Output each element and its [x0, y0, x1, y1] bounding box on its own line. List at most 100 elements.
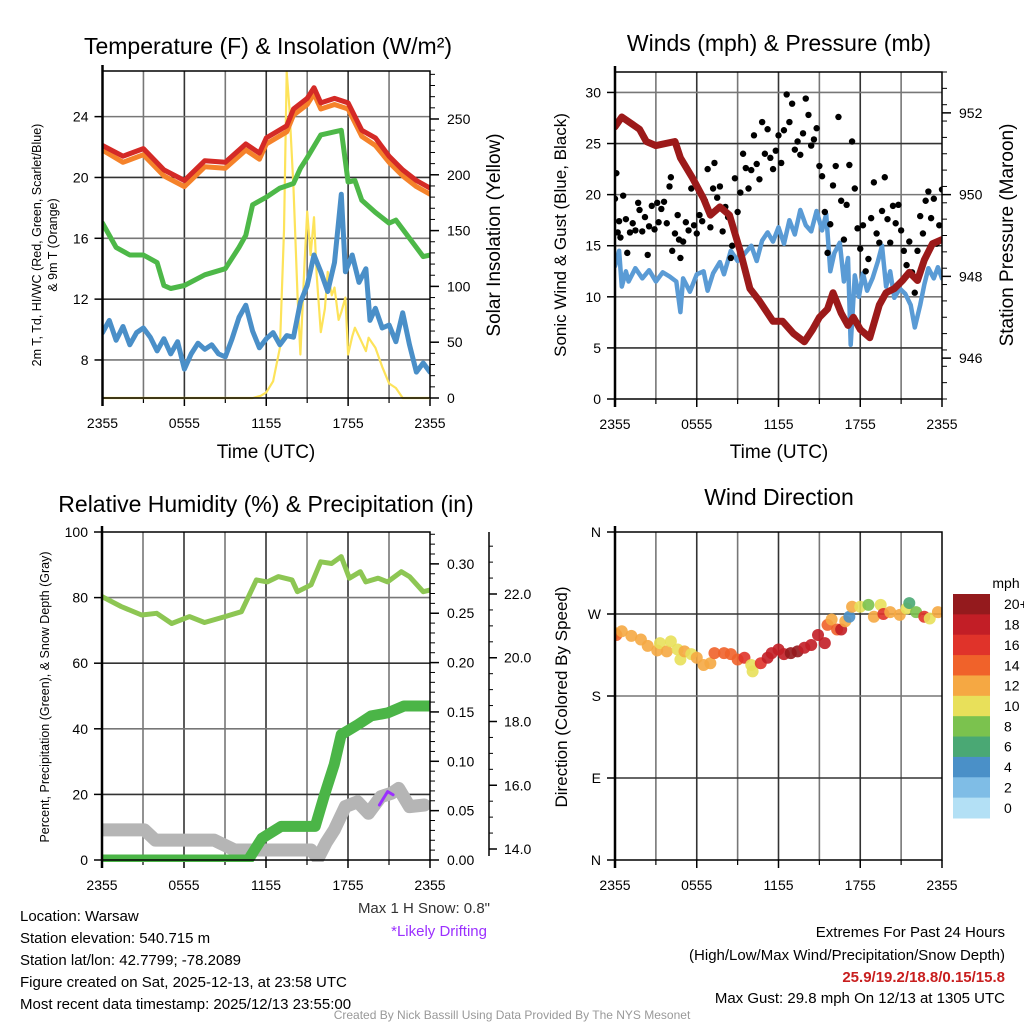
gust-point	[617, 234, 624, 241]
solar-insolation-line	[102, 70, 430, 400]
direction-point	[843, 610, 856, 623]
direction-point	[625, 629, 638, 642]
y2-tick-label: 50	[447, 334, 463, 350]
gust-point	[693, 230, 700, 237]
plot-area	[615, 91, 942, 348]
gust-point	[660, 198, 668, 205]
gust-point	[835, 113, 842, 121]
gust-point	[862, 268, 869, 275]
gust-point	[837, 197, 845, 204]
likely-drifting-annotation: *Likely Drifting	[391, 923, 487, 940]
gust-point	[728, 242, 736, 249]
2m-t-line	[102, 85, 430, 191]
colorbar-label: 12	[1004, 678, 1020, 694]
hi-wc-line	[102, 191, 430, 375]
direction-point	[746, 665, 759, 678]
gust-point	[805, 111, 812, 119]
gust-point	[758, 118, 766, 126]
extremes-title: Extremes For Past 24 Hours	[816, 924, 1005, 941]
x-tick-label: 0555	[681, 416, 712, 432]
gust-point	[870, 179, 878, 186]
gust-point	[778, 159, 785, 167]
gust-point	[622, 215, 630, 223]
gust-point	[651, 226, 658, 233]
gust-point	[818, 173, 826, 180]
y-tick-label: 10	[585, 289, 601, 305]
x-tick-label: 1755	[845, 877, 876, 893]
footer-location: Location: Warsaw	[20, 908, 139, 925]
gust-point	[629, 220, 636, 227]
y2-tick-label: 0.25	[447, 605, 474, 621]
y-tick-label: 8	[81, 352, 89, 368]
y2-tick-label: 946	[959, 350, 983, 366]
y-tick-label: 30	[585, 84, 601, 100]
colorbar-swatch	[953, 695, 990, 717]
gust-point	[745, 185, 752, 192]
gust-point	[648, 202, 655, 210]
footer-created: Figure created on Sat, 2025-12-13, at 23…	[20, 974, 347, 991]
gust-point	[636, 206, 643, 214]
y2-tick-label: 0	[447, 390, 455, 406]
gust-point	[867, 214, 875, 222]
credit-line: Created By Nick Bassill Using Data Provi…	[334, 1008, 691, 1022]
y-tick-label: 0	[593, 391, 601, 407]
snow-depth-line	[102, 781, 430, 862]
gust-point	[843, 201, 850, 209]
direction-point	[862, 598, 875, 611]
gust-point	[619, 192, 627, 199]
precipitation-line	[102, 700, 430, 862]
extremes-values: 25.9/19.2/18.8/0.15/15.8	[842, 969, 1005, 986]
gust-point	[900, 247, 908, 255]
y2-tick-label: 0.20	[447, 655, 474, 671]
pressure-y-label: Station Pressure (Maroon)	[997, 124, 1018, 347]
y-tick-label: 80	[72, 590, 88, 606]
temperature-panel: 2355 0555 1155 1755 2355 8 12 16 20 24 0 50 100 150 20…	[73, 65, 471, 431]
sonic-wind-line	[615, 207, 942, 348]
y2-tick-label: 0.30	[447, 556, 474, 572]
y3-tick-label: 14.0	[504, 841, 531, 857]
y2-tick-label: 200	[447, 167, 471, 183]
x-tick-label: 0555	[168, 877, 199, 893]
gust-point	[654, 199, 661, 206]
y-tick-label: S	[592, 688, 601, 704]
x-tick-label: 2355	[86, 877, 117, 893]
y-tick-label: 12	[73, 291, 89, 307]
direction-point	[867, 610, 880, 623]
gust-point	[797, 151, 804, 158]
insolation-y-label: Solar Insolation (Yellow)	[484, 133, 505, 336]
max-gust: Max Gust: 29.8 mph On 12/13 at 1305 UTC	[715, 990, 1005, 1007]
speed-colorbar: mph 20+ 18 16 14 12 10 8 6 4 2 0	[953, 575, 1024, 819]
temperature-x-label: Time (UTC)	[217, 442, 316, 463]
x-tick-label: 1155	[251, 415, 281, 431]
y-tick-label: 40	[72, 721, 88, 737]
gust-point	[938, 186, 942, 193]
gust-point	[903, 261, 910, 269]
gust-point	[764, 126, 771, 133]
gust-point	[930, 195, 938, 202]
gust-point	[851, 185, 858, 192]
gust-point	[816, 162, 823, 170]
y-tick-label: 20	[72, 786, 88, 802]
colorbar-label: 10	[1004, 698, 1020, 714]
y3-tick-label: 16.0	[504, 777, 531, 793]
gust-point	[927, 214, 935, 222]
gust-point	[624, 249, 631, 257]
gust-point	[731, 175, 739, 182]
y-tick-label: 60	[72, 655, 88, 671]
x-tick-label: 1755	[332, 877, 363, 893]
y-tick-label: 20	[585, 187, 601, 203]
gust-point	[707, 224, 714, 231]
colorbar-swatch	[953, 634, 990, 656]
direction-point	[825, 613, 838, 626]
gust-series	[615, 91, 942, 296]
y-tick-label: 24	[73, 109, 89, 125]
gust-point	[840, 236, 848, 243]
y2-tick-label: 948	[959, 268, 983, 284]
wind-y-label: Sonic Wind & Gust (Blue, Black)	[551, 113, 570, 357]
gust-point	[761, 150, 769, 157]
direction-point	[615, 625, 628, 638]
gust-point	[748, 166, 755, 174]
y-tick-label: 25	[585, 136, 601, 152]
colorbar-swatch	[953, 736, 990, 758]
colorbar-label: 0	[1004, 800, 1012, 816]
